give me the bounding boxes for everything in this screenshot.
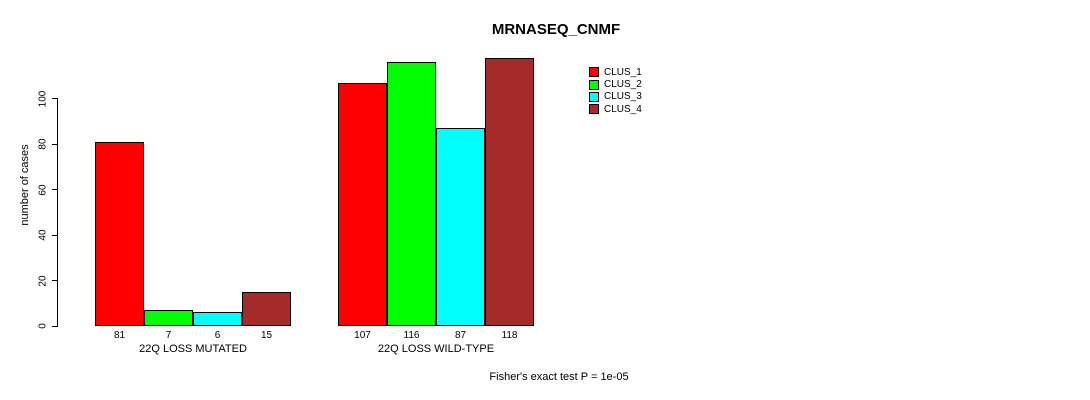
bar-clus_3-group1	[193, 312, 242, 326]
y-tick-label: 60	[37, 183, 49, 196]
bar-clus_3-group2	[436, 128, 485, 326]
legend-label: CLUS_2	[604, 79, 642, 91]
bar-value-label: 15	[260, 330, 273, 341]
y-tick-label: 0	[37, 323, 49, 329]
legend-row-clus_3: CLUS_3	[589, 91, 642, 103]
legend-label: CLUS_4	[604, 103, 642, 115]
y-tick-mark	[52, 143, 57, 145]
y-tick-mark	[52, 189, 57, 190]
legend: CLUS_1 CLUS_2 CLUS_3 CLUS_4	[589, 66, 642, 116]
legend-label: CLUS_1	[604, 66, 642, 78]
legend-label: CLUS_3	[604, 91, 642, 103]
bar-clus_1-group2	[338, 82, 387, 326]
bar-value-label: 118	[501, 330, 518, 341]
bar-clus_4-group1	[242, 291, 291, 326]
group-label: 22Q LOSS MUTATED	[139, 343, 247, 355]
bar-value-label: 87	[454, 330, 467, 341]
chart-title: MRNASEQ_CNMF	[491, 21, 621, 38]
legend-swatch-icon	[589, 91, 599, 102]
legend-swatch-icon	[589, 67, 599, 78]
bar-value-label: 7	[165, 330, 172, 341]
annotation-text: Fisher's exact test P = 1e-05	[489, 371, 629, 383]
legend-swatch-icon	[589, 79, 599, 90]
bar-clus_2-group1	[144, 310, 193, 326]
y-tick-mark	[52, 234, 57, 236]
legend-row-clus_1: CLUS_1	[589, 66, 642, 78]
legend-swatch-icon	[589, 104, 599, 115]
y-tick-mark	[52, 280, 57, 281]
y-axis-label: number of cases	[19, 144, 31, 226]
legend-row-clus_2: CLUS_2	[589, 78, 642, 90]
legend-row-clus_4: CLUS_4	[589, 103, 642, 115]
bar-value-label: 107	[354, 330, 371, 341]
bar-clus_2-group2	[387, 62, 436, 326]
y-tick-mark	[52, 325, 57, 327]
y-tick-label: 80	[37, 138, 49, 150]
y-tick-label: 100	[37, 90, 49, 107]
y-tick-label: 20	[37, 274, 49, 287]
group-label: 22Q LOSS WILD-TYPE	[377, 343, 495, 355]
bar-value-label: 116	[403, 330, 420, 341]
bar-value-label: 6	[214, 330, 221, 341]
y-tick-label: 40	[37, 229, 49, 241]
bar-clus_4-group2	[485, 57, 534, 326]
y-axis-line	[57, 98, 58, 327]
bar-value-label: 81	[113, 330, 126, 341]
y-tick-mark	[52, 98, 57, 99]
bar-clus_1-group1	[95, 141, 144, 326]
